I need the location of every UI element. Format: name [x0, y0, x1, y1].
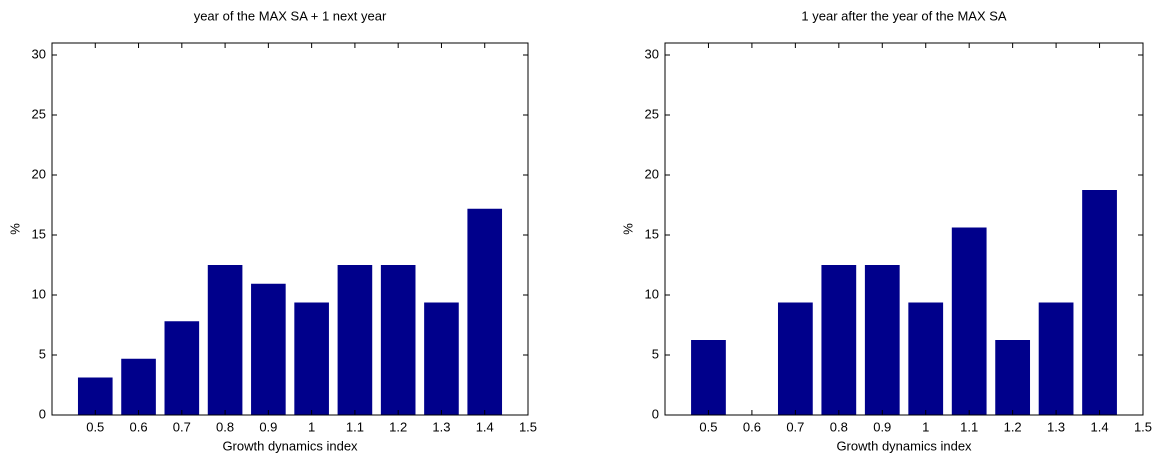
y-tick-label: 25 [645, 106, 659, 121]
bar [908, 302, 944, 415]
bar [207, 265, 243, 415]
x-tick-label: 0.6 [130, 419, 148, 434]
bar [380, 265, 416, 415]
x-tick-label: 1.4 [476, 419, 494, 434]
bar [864, 265, 900, 415]
x-tick-label: 0.6 [743, 419, 761, 434]
x-tick-label: 1.3 [432, 419, 450, 434]
x-tick-label: 1 [308, 419, 315, 434]
y-axis-label: % [620, 223, 635, 235]
bar [164, 321, 200, 415]
bar [691, 340, 726, 415]
x-tick-label: 1.5 [1134, 419, 1152, 434]
x-tick-label: 0.9 [259, 419, 277, 434]
x-tick-label: 0.5 [86, 419, 104, 434]
bar [294, 302, 329, 415]
bar [821, 265, 857, 415]
x-tick-label: 0.8 [830, 419, 848, 434]
y-tick-label: 30 [645, 46, 659, 61]
bar [1038, 302, 1074, 415]
chart-title: 1 year after the year of the MAX SA [801, 8, 1007, 23]
y-tick-label: 5 [39, 346, 46, 361]
bar [951, 227, 987, 415]
x-tick-label: 1.2 [1004, 419, 1022, 434]
axes-box [51, 42, 529, 416]
x-tick-label: 1 [922, 419, 929, 434]
bar [424, 302, 459, 415]
y-tick-label: 30 [32, 46, 46, 61]
axes-box [664, 42, 1144, 416]
y-tick-label: 20 [32, 166, 46, 181]
x-tick-label: 0.8 [216, 419, 234, 434]
x-tick-label: 1.1 [346, 419, 364, 434]
x-tick-label: 1.3 [1047, 419, 1065, 434]
y-tick-label: 10 [32, 286, 46, 301]
x-tick-label: 1.4 [1091, 419, 1109, 434]
y-tick-label: 5 [652, 346, 659, 361]
bar [467, 208, 503, 415]
bar [77, 377, 113, 415]
x-axis-label: Growth dynamics index [222, 438, 358, 453]
x-tick-label: 1.2 [389, 419, 407, 434]
x-tick-label: 0.7 [786, 419, 804, 434]
y-tick-label: 0 [39, 406, 46, 421]
y-tick-label: 10 [645, 286, 659, 301]
y-tick-label: 15 [32, 226, 46, 241]
y-tick-label: 15 [645, 226, 659, 241]
x-tick-label: 1.1 [960, 419, 978, 434]
bar [337, 265, 373, 415]
chart-title: year of the MAX SA + 1 next year [194, 8, 387, 23]
bar [251, 283, 286, 415]
bar [121, 358, 156, 415]
y-tick-label: 25 [32, 106, 46, 121]
bar [1082, 190, 1117, 415]
bar [995, 340, 1031, 415]
x-axis-label: Growth dynamics index [836, 438, 972, 453]
x-tick-label: 0.9 [873, 419, 891, 434]
y-tick-label: 20 [645, 166, 659, 181]
x-tick-label: 1.5 [519, 419, 537, 434]
y-tick-label: 0 [652, 406, 659, 421]
x-tick-label: 0.7 [173, 419, 191, 434]
bar [777, 302, 813, 415]
y-axis-label: % [7, 223, 22, 235]
x-tick-label: 0.5 [699, 419, 717, 434]
